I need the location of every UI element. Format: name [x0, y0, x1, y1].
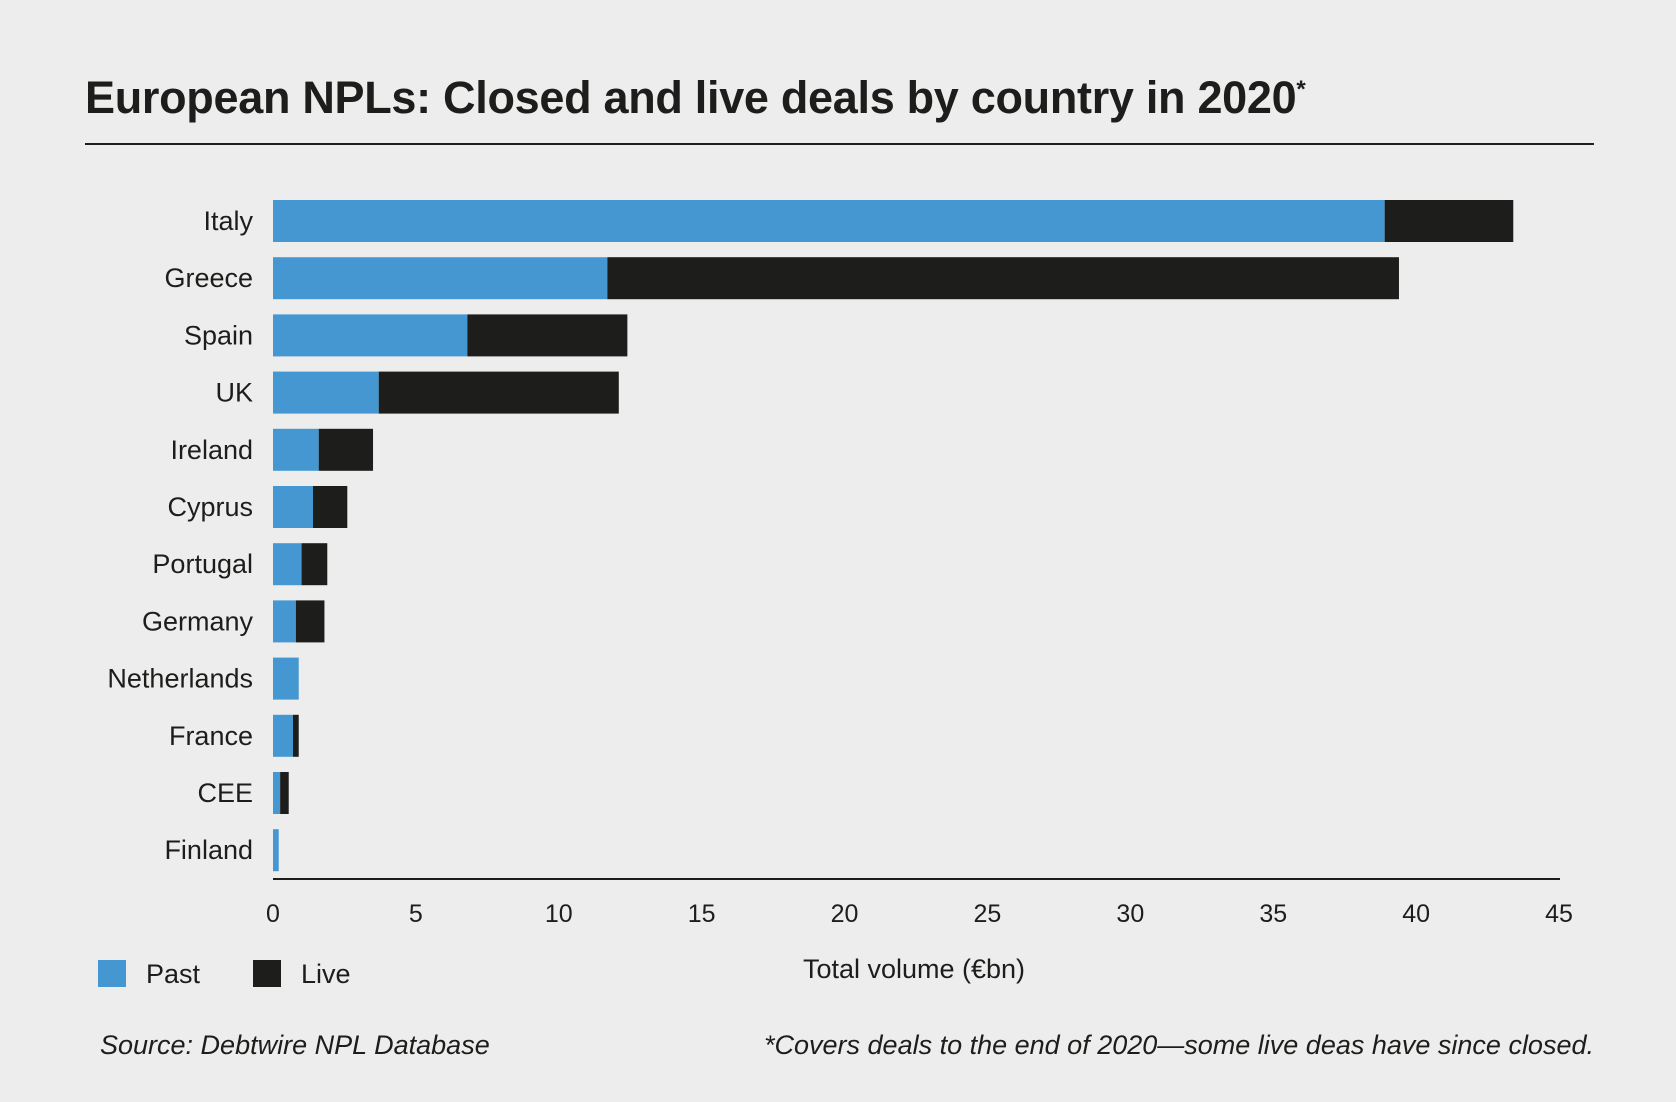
bar-past-france [273, 714, 294, 757]
bar-past-uk [273, 371, 379, 414]
category-label: Germany [142, 606, 254, 636]
category-label: Cyprus [167, 492, 253, 522]
legend-label-past: Past [146, 959, 201, 989]
bar-live-greece [607, 257, 1399, 300]
bar-past-netherlands [273, 657, 299, 700]
bar-past-spain [273, 314, 468, 357]
bar-past-ireland [273, 428, 319, 471]
bar-live-cyprus [313, 486, 348, 528]
x-tick-label: 35 [1259, 900, 1287, 928]
category-label: Spain [184, 320, 253, 350]
x-tick-label: 45 [1545, 900, 1573, 928]
bar-past-finland [273, 829, 279, 872]
x-tick-label: 15 [688, 900, 716, 928]
bar-past-cee [273, 772, 281, 814]
category-label: CEE [197, 778, 253, 808]
legend: Past Live [98, 959, 351, 989]
x-tick-label: 25 [974, 900, 1002, 928]
category-label: France [169, 721, 253, 751]
x-axis-label: Total volume (€bn) [803, 954, 1025, 984]
bar-live-cee [280, 772, 289, 814]
bar-live-france [293, 714, 299, 757]
legend-swatch-past [98, 960, 126, 987]
x-tick-label: 40 [1402, 900, 1430, 928]
bar-past-portugal [273, 543, 302, 586]
chart-title-text: European NPLs: Closed and live deals by … [85, 72, 1297, 123]
category-label: Portugal [152, 549, 253, 579]
source-note: Source: Debtwire NPL Database [100, 1030, 490, 1060]
bar-live-portugal [301, 543, 328, 586]
title-footnote-marker: * [1296, 76, 1306, 103]
category-label: UK [215, 378, 253, 408]
category-label: Greece [164, 263, 253, 293]
bar-past-greece [273, 257, 608, 300]
bars-group [273, 200, 1514, 872]
x-tick-label: 5 [409, 900, 423, 928]
bar-live-italy [1384, 200, 1514, 242]
bar-past-cyprus [273, 486, 314, 528]
bar-past-germany [273, 600, 296, 643]
bar-live-germany [295, 600, 325, 643]
bar-live-uk [378, 371, 619, 414]
legend-label-live: Live [301, 959, 351, 989]
category-labels: Italy Greece Spain UK Ireland Cyprus Portugal G… [107, 206, 253, 865]
category-label: Ireland [170, 435, 253, 465]
x-tick-label: 20 [831, 900, 859, 928]
legend-swatch-live [253, 960, 281, 987]
x-tick-labels: 0 5 10 15 20 25 30 35 40 45 [266, 900, 1573, 928]
category-label: Italy [203, 206, 253, 236]
title-rule [85, 143, 1594, 145]
category-label: Netherlands [107, 664, 253, 694]
category-label: Finland [164, 835, 253, 865]
x-tick-label: 30 [1116, 900, 1144, 928]
bar-past-italy [273, 200, 1385, 242]
bar-live-ireland [318, 428, 374, 471]
x-tick-label: 0 [266, 900, 280, 928]
x-tick-label: 10 [545, 900, 573, 928]
bar-live-spain [467, 314, 628, 357]
footnote: *Covers deals to the end of 2020—some li… [764, 1030, 1594, 1060]
chart-title: European NPLs: Closed and live deals by … [85, 72, 1306, 124]
